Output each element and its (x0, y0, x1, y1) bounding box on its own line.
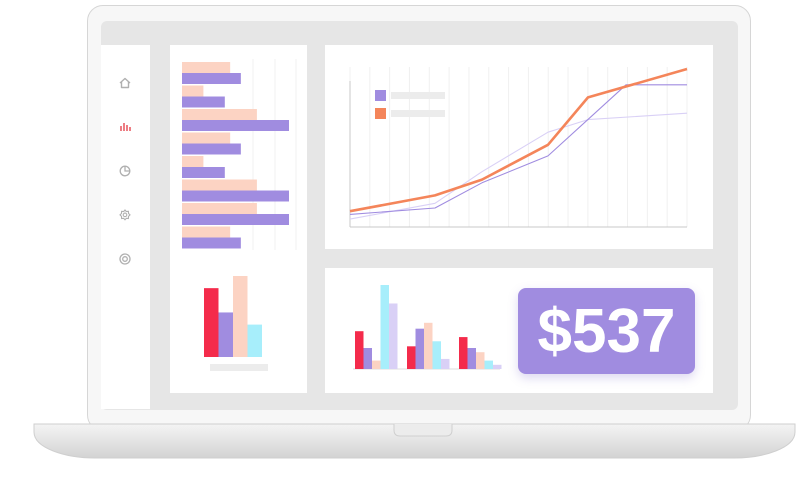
price-badge: $537 (518, 288, 695, 374)
bar-purple (182, 237, 241, 249)
bar-cyan (484, 360, 493, 369)
bar-chart-icon[interactable] (116, 118, 134, 136)
bar-cyan (380, 285, 389, 369)
bar-peach (182, 156, 204, 167)
settings-icon[interactable] (116, 206, 134, 224)
bar-purple (182, 73, 241, 84)
small-bar-chart (204, 276, 268, 371)
bar-red (459, 337, 468, 369)
support-icon[interactable] (116, 250, 134, 268)
laptop-base (33, 423, 796, 459)
bar-peach (182, 132, 231, 144)
bar-peach (233, 276, 248, 357)
bar-red (355, 331, 364, 369)
bar-purple (182, 143, 241, 155)
bar-purple (415, 328, 424, 369)
bar-purple (182, 190, 289, 202)
bar-purple (182, 167, 225, 178)
bar-lavender (493, 364, 502, 369)
line-chart (349, 67, 688, 228)
bar-peach (182, 85, 204, 97)
bar-cyan (247, 324, 262, 357)
bar-peach (182, 203, 257, 214)
bar-peach (182, 226, 231, 238)
home-icon[interactable] (116, 74, 134, 92)
bar-purple (467, 348, 476, 369)
sidebar (101, 45, 150, 409)
legend-swatch-orange (375, 108, 386, 119)
bar-peach (182, 62, 231, 73)
bar-peach (182, 179, 257, 191)
bar-purple (363, 348, 372, 369)
bar-red (407, 346, 416, 369)
bar-purple (218, 312, 233, 357)
bar-peach (424, 322, 433, 369)
series-line-orange (349, 67, 688, 213)
bar-lavender (441, 358, 450, 369)
bar-purple (182, 96, 225, 108)
grouped-bar-chart (353, 285, 502, 370)
legend-label-placeholder (391, 92, 445, 99)
bar-peach (372, 360, 381, 369)
bar-cyan (432, 341, 441, 369)
bar-purple (182, 214, 289, 225)
series-line-lavender (349, 112, 688, 220)
bar-purple (182, 120, 289, 131)
legend-swatch-purple (375, 90, 386, 101)
legend-label-placeholder (391, 110, 445, 117)
bar-peach (182, 109, 257, 120)
pie-chart-icon[interactable] (116, 162, 134, 180)
horizontal-bar-chart (182, 59, 297, 250)
price-value: $537 (537, 296, 676, 366)
bar-peach (476, 352, 485, 369)
label-placeholder (210, 364, 268, 371)
bar-red (204, 288, 219, 357)
bar-lavender (389, 303, 398, 369)
